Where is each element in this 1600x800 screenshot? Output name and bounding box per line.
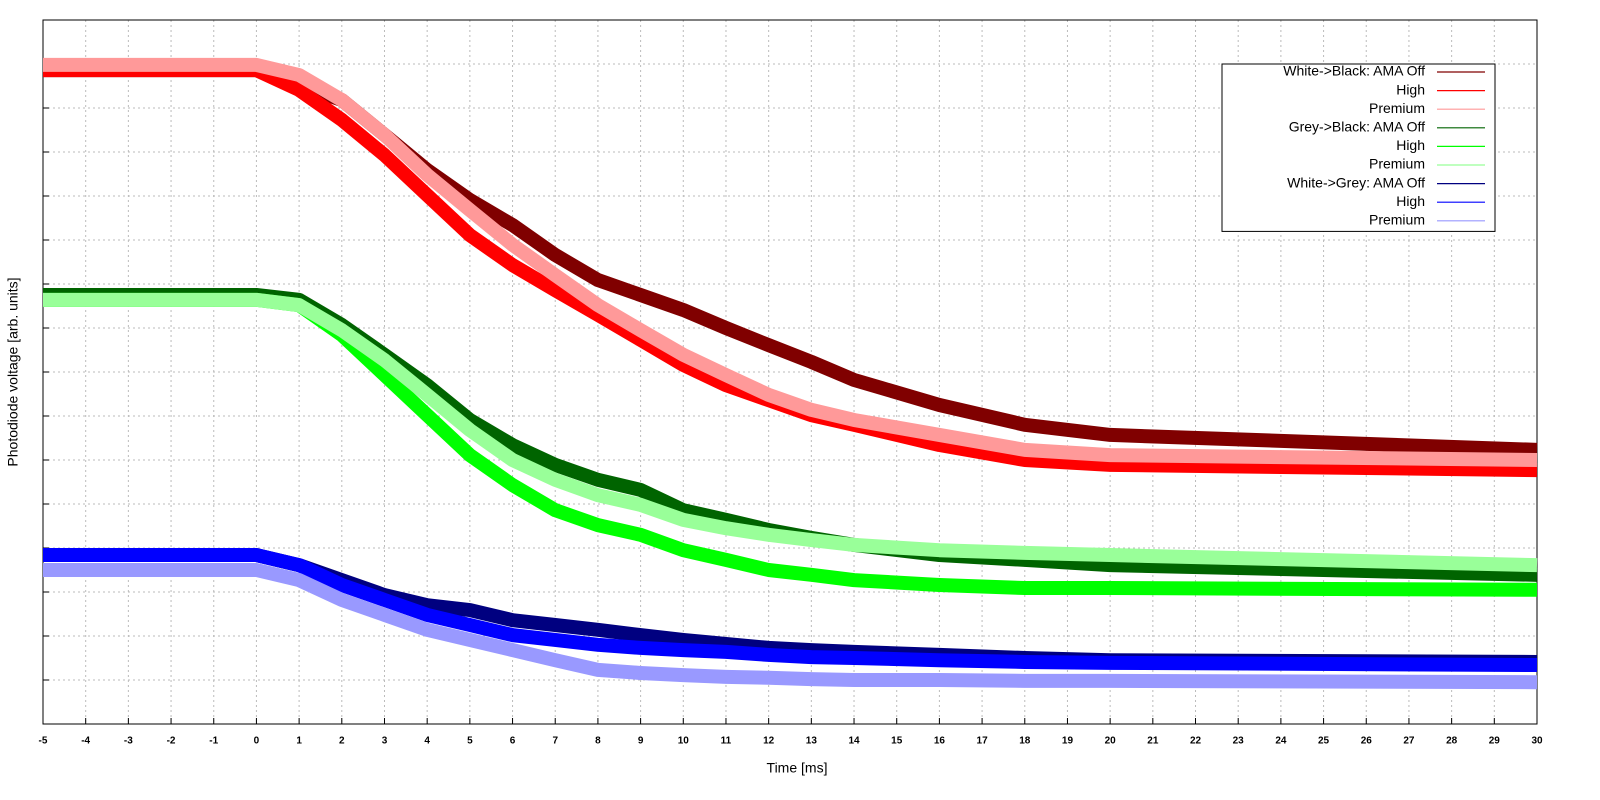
- x-tick-label: 26: [1361, 736, 1373, 747]
- series-line: [43, 292, 1538, 573]
- x-tick-label: 5: [467, 736, 473, 747]
- series-line: [43, 57, 1538, 467]
- series-line: [43, 563, 1538, 690]
- x-tick-label: 19: [1062, 736, 1074, 747]
- x-tick-label: -1: [209, 736, 218, 747]
- series-line: [43, 548, 1538, 673]
- x-tick-label: 29: [1489, 736, 1501, 747]
- x-tick-label: 22: [1190, 736, 1202, 747]
- legend-label: Premium: [1369, 212, 1425, 228]
- x-tick-label: 2: [339, 736, 345, 747]
- x-tick-label: 23: [1233, 736, 1245, 747]
- x-tick-label: 24: [1275, 736, 1287, 747]
- x-tick-label: 16: [934, 736, 946, 747]
- x-tick-label: 21: [1147, 736, 1159, 747]
- x-tick-label: -4: [81, 736, 90, 747]
- x-tick-label: 9: [638, 736, 644, 747]
- x-tick-label: 27: [1403, 736, 1415, 747]
- x-tick-label: -5: [39, 736, 48, 747]
- legend-label: Grey->Black: AMA Off: [1289, 119, 1425, 135]
- x-tick-label: 20: [1105, 736, 1117, 747]
- legend-box: [1221, 63, 1496, 232]
- x-tick-label: 8: [595, 736, 601, 747]
- x-tick-label: 15: [891, 736, 903, 747]
- series-line: [43, 63, 1538, 478]
- x-tick-label: 3: [382, 736, 388, 747]
- legend-label: High: [1396, 193, 1425, 209]
- x-tick-label: 25: [1318, 736, 1330, 747]
- x-tick-label: 7: [552, 736, 558, 747]
- legend-label: Premium: [1369, 100, 1425, 116]
- x-tick-label: 14: [848, 736, 860, 747]
- x-tick-label: -2: [167, 736, 176, 747]
- x-tick-label: 28: [1446, 736, 1458, 747]
- x-axis-label: Time [ms]: [767, 760, 828, 776]
- x-tick-label: 17: [977, 736, 989, 747]
- x-tick-label: 10: [678, 736, 690, 747]
- x-tick-label: 13: [806, 736, 818, 747]
- plot-frame: [42, 19, 1538, 725]
- legend-label: White->Grey: AMA Off: [1287, 174, 1425, 190]
- legend-label: High: [1396, 137, 1425, 153]
- x-tick-label: 4: [424, 736, 430, 747]
- x-tick-label: 1: [296, 736, 302, 747]
- legend-label: High: [1396, 81, 1425, 97]
- legend-label: White->Black: AMA Off: [1283, 63, 1425, 79]
- x-tick-label: 12: [763, 736, 775, 747]
- x-tick-label: 6: [510, 736, 516, 747]
- x-tick-label: 11: [721, 736, 732, 747]
- legend-label: Premium: [1369, 156, 1425, 172]
- x-tick-label: 0: [254, 736, 260, 747]
- y-axis-label: Photodiode voltage [arb. units]: [5, 277, 21, 466]
- x-tick-label: 30: [1531, 736, 1543, 747]
- x-tick-label: -3: [124, 736, 133, 747]
- x-tick-label: 18: [1019, 736, 1031, 747]
